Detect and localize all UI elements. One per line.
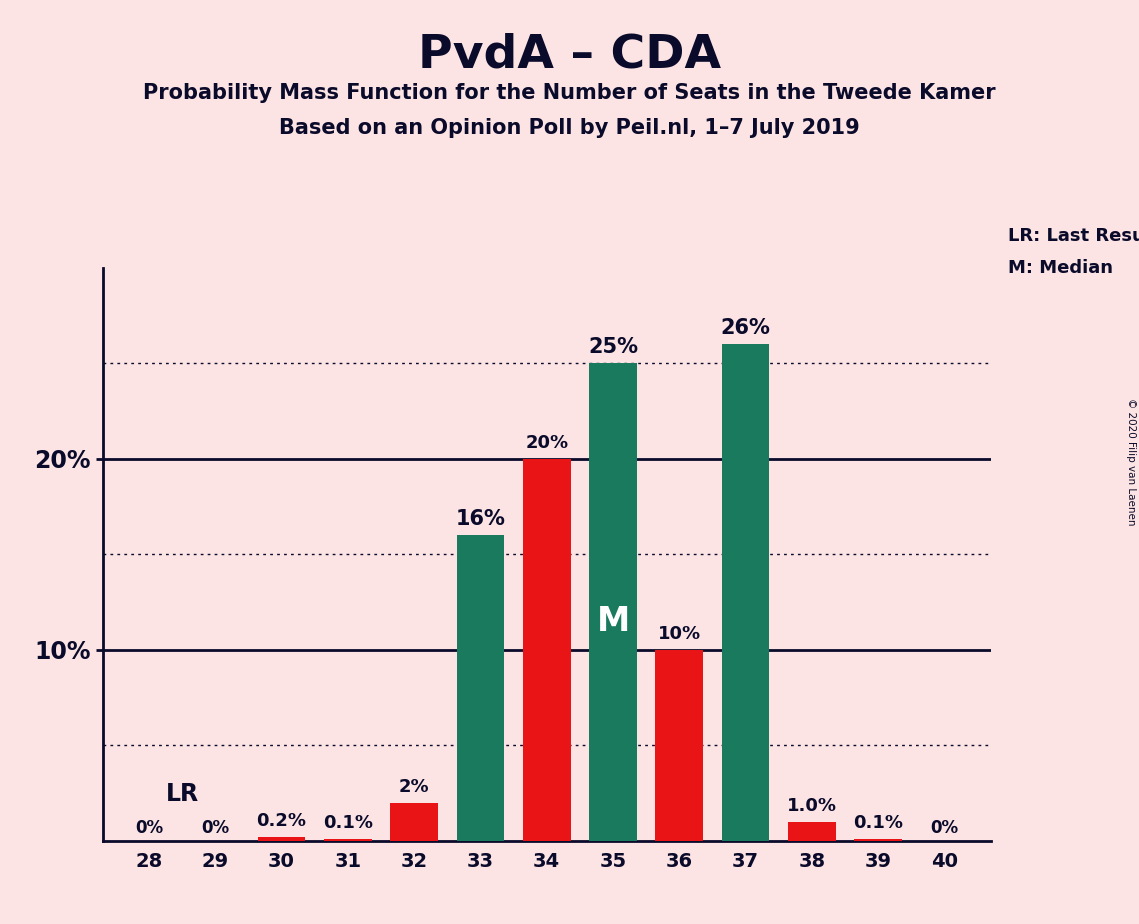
Bar: [523, 459, 571, 841]
Text: M: Median: M: Median: [1008, 259, 1113, 277]
Text: 0%: 0%: [202, 819, 229, 837]
Text: 0%: 0%: [134, 819, 163, 837]
Bar: [722, 345, 770, 841]
Text: 26%: 26%: [721, 318, 771, 337]
Text: 1.0%: 1.0%: [787, 797, 837, 815]
Text: © 2020 Filip van Laenen: © 2020 Filip van Laenen: [1126, 398, 1136, 526]
Text: Based on an Opinion Poll by Peil.nl, 1–7 July 2019: Based on an Opinion Poll by Peil.nl, 1–7…: [279, 118, 860, 139]
Text: 10%: 10%: [657, 626, 700, 643]
Text: LR: LR: [165, 783, 198, 807]
Text: 2%: 2%: [399, 778, 429, 796]
Bar: [257, 837, 305, 841]
Text: 20%: 20%: [525, 434, 568, 452]
Text: 25%: 25%: [588, 336, 638, 357]
Text: LR: Last Result: LR: Last Result: [1008, 226, 1139, 245]
Text: 0.1%: 0.1%: [853, 814, 903, 833]
Text: PvdA – CDA: PvdA – CDA: [418, 32, 721, 78]
Text: M: M: [597, 604, 630, 638]
Bar: [589, 363, 637, 841]
Bar: [788, 821, 836, 841]
Text: Probability Mass Function for the Number of Seats in the Tweede Kamer: Probability Mass Function for the Number…: [144, 83, 995, 103]
Bar: [391, 803, 439, 841]
Bar: [655, 650, 703, 841]
Text: 0.1%: 0.1%: [322, 814, 372, 833]
Bar: [457, 535, 505, 841]
Bar: [854, 839, 902, 841]
Text: 0%: 0%: [931, 819, 959, 837]
Text: 16%: 16%: [456, 508, 506, 529]
Text: 0.2%: 0.2%: [256, 812, 306, 831]
Bar: [323, 839, 371, 841]
